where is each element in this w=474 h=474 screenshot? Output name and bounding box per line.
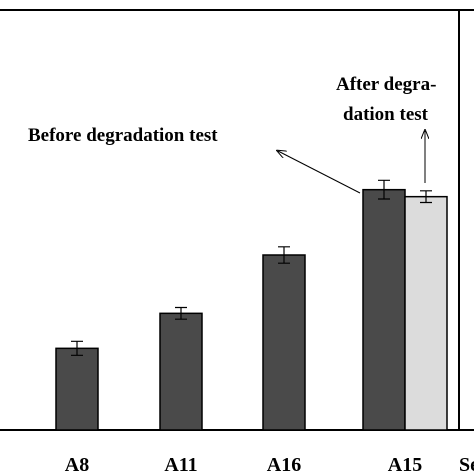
bars-group	[55, 179, 448, 431]
error-bar-a8-before	[71, 340, 83, 356]
bar-a15-after	[404, 195, 448, 431]
bar-a8-before	[55, 347, 99, 431]
x-tick-label-a11: A11	[164, 454, 197, 474]
bar-a11-before	[159, 312, 203, 431]
annotation-after-line2: dation test	[343, 104, 429, 125]
error-bar-a11-before	[175, 306, 187, 320]
bar-a15-before	[362, 188, 406, 431]
tick-labels-group: A8 A11 A16 A15 Se	[65, 454, 474, 474]
x-tick-label-a16: A16	[267, 454, 301, 474]
annotation-before: Before degradation test	[28, 125, 218, 146]
error-bar-a15-before	[378, 179, 390, 200]
error-bar-a16-before	[278, 246, 290, 264]
x-tick-label-a15: A15	[388, 454, 422, 474]
annotation-after-line1: After degra-	[336, 74, 436, 95]
x-tick-label-se: Se	[459, 454, 474, 474]
bar-a16-before	[262, 254, 306, 431]
annotation-before-arrow	[278, 151, 361, 194]
x-tick-label-a8: A8	[65, 454, 89, 474]
error-bar-a15-after	[420, 190, 432, 204]
